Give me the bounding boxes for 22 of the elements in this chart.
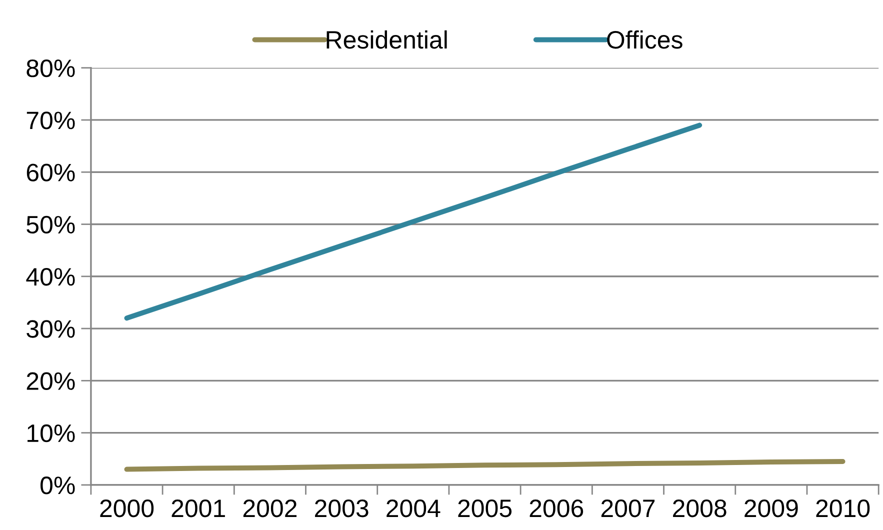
legend-label: Offices xyxy=(607,30,682,49)
x-tick-label: 2001 xyxy=(172,500,225,518)
x-tick-label: 2002 xyxy=(243,500,297,518)
x-tick-label: 2008 xyxy=(673,500,726,518)
x-tick-label: 2010 xyxy=(816,500,870,518)
x-tick-label: 2005 xyxy=(458,500,512,518)
x-tick-label: 2006 xyxy=(530,500,584,518)
x-tick-label: 2007 xyxy=(601,500,655,518)
y-tick-label: 20% xyxy=(26,372,75,390)
legend-label: Residential xyxy=(326,30,447,49)
y-tick-label: 0% xyxy=(40,476,75,494)
y-tick-label: 80% xyxy=(26,59,75,78)
x-tick-label: 2004 xyxy=(386,500,440,518)
y-tick-label: 50% xyxy=(26,216,75,234)
y-tick-label: 30% xyxy=(26,320,75,338)
x-tick-label: 2003 xyxy=(315,500,368,518)
y-tick-label: 70% xyxy=(26,112,75,130)
y-tick-label: 60% xyxy=(26,164,75,182)
y-tick-label: 10% xyxy=(28,424,75,442)
x-tick-label: 2009 xyxy=(744,500,798,518)
y-tick-label: 40% xyxy=(26,268,75,286)
x-tick-label: 2000 xyxy=(100,500,154,518)
